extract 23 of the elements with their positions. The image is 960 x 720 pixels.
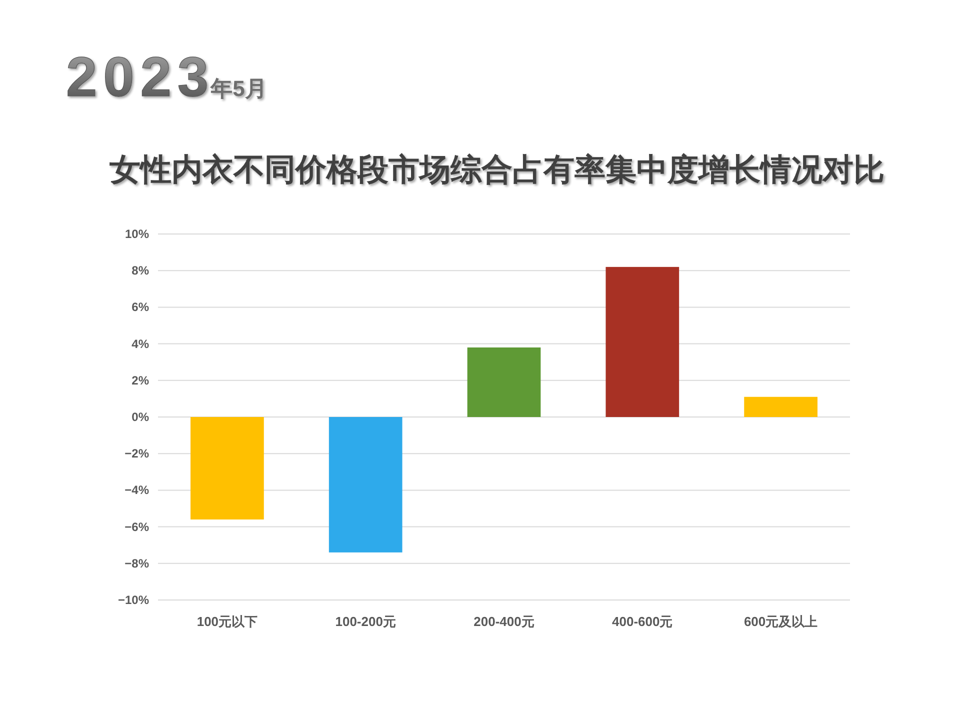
- y-tick-label: −4%: [124, 483, 150, 498]
- bar: [190, 417, 264, 520]
- x-tick-label: 200-400元: [474, 614, 534, 629]
- x-tick-label: 100-200元: [335, 614, 396, 629]
- bar: [606, 266, 680, 417]
- y-tick-label: 4%: [132, 336, 150, 351]
- bar: [328, 417, 402, 552]
- x-tick-label: 100元以下: [196, 614, 258, 629]
- y-tick-label: 8%: [132, 264, 150, 278]
- y-tick-label: 2%: [132, 373, 150, 388]
- y-tick-label: 10%: [124, 227, 150, 241]
- y-tick-label: −10%: [118, 593, 150, 607]
- y-tick-label: −8%: [124, 556, 150, 570]
- bar: [744, 396, 818, 417]
- y-tick-label: −6%: [124, 520, 150, 534]
- y-tick-label: 0%: [132, 410, 150, 424]
- y-tick-label: −2%: [124, 446, 150, 461]
- x-tick-label: 600元及以上: [744, 614, 818, 629]
- x-tick-label: 400-600元: [612, 614, 673, 629]
- bar: [467, 347, 541, 417]
- chart-subtitle: 2023年5月: [66, 45, 267, 108]
- chart-title: 女性内衣不同价格段市场综合占有率集中度增长情况对比: [108, 152, 884, 187]
- y-tick-label: 6%: [132, 300, 150, 314]
